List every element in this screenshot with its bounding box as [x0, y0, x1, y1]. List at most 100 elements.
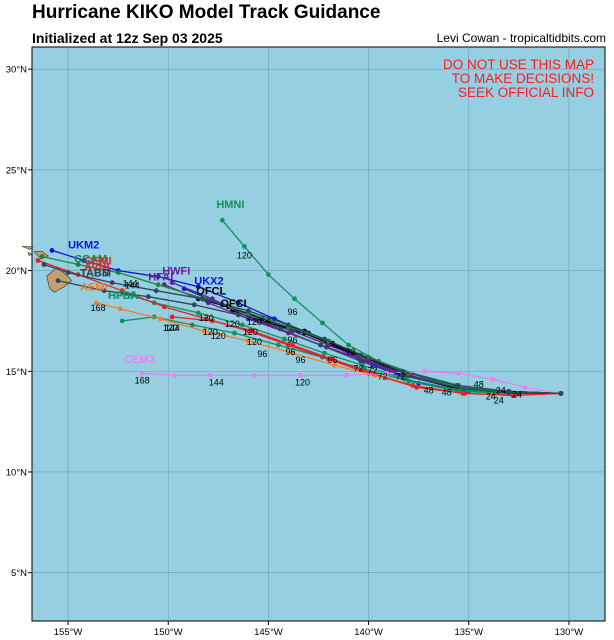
forecast-hour-label: 72 [354, 363, 364, 373]
track-point-cem2 [298, 372, 303, 378]
forecast-hour-label: 96 [328, 355, 338, 365]
track-point-hmni [242, 244, 247, 249]
forecast-hour-label: 24 [486, 391, 496, 401]
track-point-hmni [266, 272, 271, 277]
forecast-hour-label: 120 [247, 317, 262, 327]
model-label-ofci: OFCI [220, 298, 246, 310]
track-point-hmni [346, 342, 351, 348]
track-point-avni [250, 328, 255, 334]
track-point-cem2 [384, 370, 389, 376]
warning-line: SEEK OFFICIAL INFO [458, 85, 594, 100]
forecast-hour-label: 120 [237, 250, 252, 260]
forecast-hour-label: 144 [165, 323, 180, 333]
track-line-tabm [57, 279, 561, 395]
forecast-hour-label: 72 [396, 371, 406, 381]
forecast-hour-label: 120 [295, 377, 310, 387]
track-point-hwfi [209, 296, 215, 302]
track-point-avni [290, 342, 295, 348]
forecast-hour-label: 48 [442, 387, 452, 397]
track-point-ukm2 [155, 274, 161, 279]
track-point-cem2 [252, 372, 257, 378]
track-point-hfbi [322, 350, 327, 356]
track-point-hfsa [406, 378, 412, 384]
track-point-hmni [292, 296, 297, 302]
track-point-tabm [558, 391, 564, 396]
track-point-tabm [191, 302, 197, 308]
model-label-tabm: TABM [80, 268, 111, 280]
forecast-hour-label: 96 [295, 355, 305, 365]
track-point-tabs [199, 296, 205, 302]
model-tracks [35, 217, 564, 398]
lon-tick-label: 150°W [154, 627, 183, 638]
track-point-hfsa [232, 330, 237, 336]
track-line-cem2 [142, 370, 562, 395]
forecast-hour-label: 144 [209, 377, 224, 387]
lat-tick-label: 30°N [6, 65, 27, 76]
forecast-hour-label: 96 [257, 349, 267, 359]
forecast-hour-label: 24 [494, 395, 504, 405]
track-point-hmni [219, 217, 225, 223]
track-point-tabm [454, 385, 460, 390]
track-point-tabs [41, 262, 47, 267]
model-label-avni: AVNI [84, 262, 109, 274]
model-label-cem2: CEM2 [124, 354, 155, 366]
ocean-background [31, 46, 606, 622]
track-point-ukm2 [236, 300, 241, 306]
track-point-tabm [318, 342, 323, 348]
model-label-cemi: CEMI [84, 256, 112, 268]
track-point-avni [169, 314, 175, 320]
track-point-hfsa [119, 318, 125, 324]
track-point-tabs [65, 270, 71, 275]
lon-tick-label: 140°W [354, 627, 383, 638]
track-point-tabm [400, 372, 405, 378]
lon-tick-label: 145°W [254, 627, 283, 638]
track-point-tabm [278, 326, 283, 332]
model-label-ukm2: UKM2 [68, 239, 99, 251]
lat-tick-label: 20°N [6, 266, 27, 277]
track-point-avni [330, 356, 335, 362]
track-point-cem2 [490, 376, 496, 382]
lon-tick-label: 135°W [454, 627, 483, 638]
track-point-tabm [55, 278, 61, 283]
track-point-cem2 [456, 370, 462, 376]
track-point-cem2 [344, 372, 349, 378]
track-point-aemi [332, 362, 337, 368]
model-label-hfbi: HFBI [108, 290, 134, 302]
track-point-ccam [75, 262, 81, 267]
track-point-cem2 [207, 372, 213, 378]
track-point-cem2 [522, 385, 528, 390]
track-point-cemi [161, 304, 167, 310]
track-point-aemi [290, 350, 295, 356]
track-point-tabs [153, 288, 159, 294]
forecast-hour-label: 120 [247, 337, 262, 347]
forecast-hour-label: 120 [199, 313, 214, 323]
track-point-avni [512, 393, 518, 398]
track-point-hfsa [189, 322, 195, 328]
warning-line: DO NOT USE THIS MAP [443, 57, 594, 72]
track-point-hwfi [169, 280, 175, 285]
forecast-hour-label: 24 [512, 389, 522, 399]
track-point-ccam [115, 270, 121, 275]
lat-tick-label: 25°N [6, 165, 27, 176]
lat-tick-label: 10°N [6, 467, 27, 478]
model-label-hwfi: HWFI [162, 266, 190, 278]
forecast-hour-label: 168 [135, 375, 150, 385]
forecast-hour-label: 96 [287, 307, 297, 317]
lon-tick-label: 155°W [54, 627, 83, 638]
track-point-tabm [145, 294, 151, 300]
forecast-hour-label: 96 [287, 335, 297, 345]
forecast-hour-label: 72 [346, 347, 356, 357]
model-label-ukx2: UKX2 [194, 276, 223, 288]
track-point-hwfi [290, 328, 295, 334]
model-label-ofcl: OFCL [196, 286, 226, 298]
forecast-hour-label: 144 [125, 281, 140, 291]
init-time: Initialized at 12z Sep 03 2025 [32, 30, 223, 46]
model-label-hfai: HFAI [148, 272, 173, 284]
track-point-tabs [286, 322, 291, 328]
track-point-aemi [157, 316, 163, 322]
track-point-tabs [109, 280, 115, 285]
track-point-hmni [320, 320, 325, 326]
warning-line: TO MAKE DECISIONS! [452, 71, 594, 86]
